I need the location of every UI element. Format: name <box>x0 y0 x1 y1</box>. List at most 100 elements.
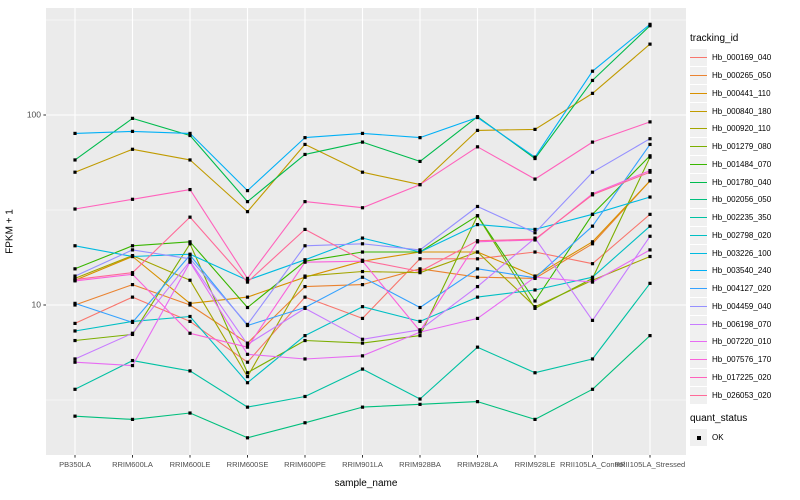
legend-key-swatch <box>690 84 707 102</box>
data-point <box>590 224 595 228</box>
data-point <box>533 227 537 231</box>
legend-item-label: Hb_003540_240 <box>712 266 772 276</box>
legend-key-swatch <box>690 244 707 262</box>
data-point <box>303 284 307 289</box>
legend-item-label: Hb_002056_050 <box>712 195 772 205</box>
legend-item-label: Hb_002798_020 <box>712 230 772 240</box>
data-point <box>360 206 365 210</box>
data-point <box>303 394 307 399</box>
data-point <box>360 316 365 321</box>
data-point <box>245 280 250 284</box>
data-point <box>533 275 537 279</box>
data-point <box>590 262 595 266</box>
data-point <box>648 212 652 216</box>
data-point <box>418 334 422 338</box>
legend-item: Hb_001279_080 <box>690 138 800 156</box>
legend-line-icon <box>690 92 707 94</box>
data-point <box>73 338 77 343</box>
legend-line-icon <box>690 270 707 272</box>
data-point <box>303 200 307 204</box>
data-point <box>73 414 77 418</box>
data-point <box>590 280 595 284</box>
legend-item-label: Hb_002235_350 <box>712 213 772 223</box>
x-tick-label: RRIM600LA <box>112 460 153 469</box>
data-point <box>590 78 595 83</box>
legend-line-icon <box>690 110 707 112</box>
data-point <box>73 207 77 211</box>
legend-key-swatch <box>690 368 707 386</box>
legend-item-label: Hb_004459_040 <box>712 301 772 311</box>
legend-item-label: Hb_000920_110 <box>712 124 771 134</box>
data-point <box>188 369 192 373</box>
data-point <box>303 295 307 299</box>
data-point <box>648 142 652 147</box>
data-point <box>648 234 652 238</box>
quant-status-legend-items: OK <box>690 429 800 447</box>
x-tick-label: RRIM928LE <box>515 460 556 469</box>
legend-line-icon <box>690 163 707 165</box>
legend-title-quant-status: quant_status <box>690 413 748 424</box>
data-point <box>245 345 250 349</box>
legend-line-icon <box>690 217 707 219</box>
data-point <box>188 257 192 261</box>
legend-key-swatch <box>690 191 707 209</box>
data-point <box>533 250 537 254</box>
x-tick-label: RRIM928LA <box>457 460 498 469</box>
data-point <box>188 242 192 246</box>
data-point <box>303 274 307 278</box>
x-axis-title: sample_name <box>334 478 398 489</box>
legend-item: Hb_007220_010 <box>690 333 800 351</box>
data-point <box>360 367 365 371</box>
legend-item-label: Hb_000840_180 <box>712 106 772 116</box>
legend-line-icon <box>690 359 707 361</box>
data-point <box>360 250 365 254</box>
legend-item: Hb_017225_020 <box>690 368 800 387</box>
legend-line-icon <box>690 128 707 130</box>
data-point <box>303 421 307 425</box>
data-point <box>590 170 595 174</box>
legend-item-label: Hb_001279_080 <box>712 142 772 152</box>
legend-item-label: Hb_007576_170 <box>712 355 772 365</box>
data-point <box>590 193 595 197</box>
data-point <box>475 145 480 149</box>
legend-item-label: Hb_004127_020 <box>712 284 772 294</box>
data-point <box>475 295 480 299</box>
data-point <box>188 215 192 219</box>
data-point <box>303 227 307 231</box>
data-point <box>245 371 250 375</box>
legend-key-swatch <box>690 155 707 173</box>
data-point <box>130 254 135 259</box>
x-tick-label: RRII105LA_Stressed <box>615 460 685 469</box>
data-point <box>73 170 77 174</box>
data-point <box>245 276 250 281</box>
data-point <box>418 250 422 254</box>
data-point <box>418 136 422 140</box>
data-point <box>360 305 365 309</box>
data-point <box>130 283 135 287</box>
data-point <box>245 278 250 282</box>
data-point <box>360 242 365 246</box>
legend-item: Hb_000441_110 <box>690 84 800 103</box>
legend-item-label: Hb_000265_050 <box>712 71 772 81</box>
data-point <box>648 168 652 173</box>
data-point <box>73 357 77 361</box>
legend-item: Hb_004459_040 <box>690 297 800 316</box>
plot-panel <box>46 8 686 455</box>
data-point <box>303 260 307 264</box>
legend-line-icon <box>690 181 707 183</box>
data-point <box>418 183 422 187</box>
legend-item: Hb_001780_040 <box>690 173 800 191</box>
data-point <box>590 318 595 322</box>
data-point <box>303 136 307 140</box>
data-point <box>418 319 422 323</box>
data-point <box>648 281 652 285</box>
data-point <box>360 337 365 341</box>
legend-line-icon <box>690 199 707 201</box>
data-point <box>648 179 652 183</box>
data-point <box>130 271 135 275</box>
data-point <box>590 240 595 244</box>
legend-key-swatch <box>690 67 707 85</box>
y-axis-title: FPKM + 1 <box>4 209 16 254</box>
legend-key-swatch <box>690 226 707 244</box>
data-point <box>533 237 537 241</box>
